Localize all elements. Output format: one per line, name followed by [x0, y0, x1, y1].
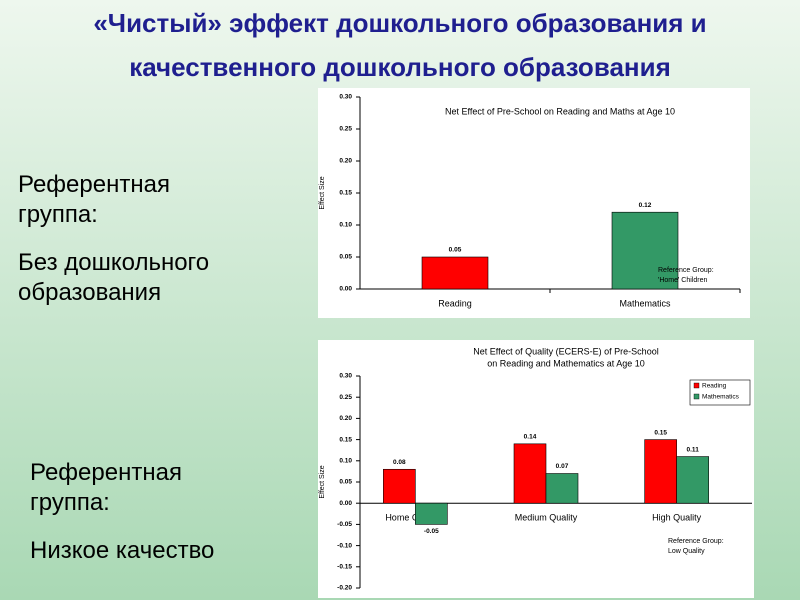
note: Референтная группа: Без дошкольного обра…: [18, 170, 218, 326]
y-tick-label: 0.10: [339, 458, 352, 465]
y-axis-label: Effect Size: [319, 465, 326, 498]
annotation: Reference Group:: [658, 267, 714, 274]
legend-label: Mathematics: [702, 394, 740, 401]
y-tick-label: 0.00: [339, 500, 352, 507]
value-label: 0.08: [393, 459, 406, 466]
bar: [611, 211, 679, 290]
legend-label: Reading: [702, 383, 727, 390]
annotation: 'Home' Children: [658, 277, 707, 284]
slide-title: «Чистый» эффект дошкольного образования …: [93, 8, 707, 38]
y-tick-label: 0.10: [339, 222, 352, 229]
note-label: Референтная группа:: [18, 171, 170, 228]
y-tick-label: -0.15: [337, 564, 352, 571]
annotation: Low Quality: [668, 548, 705, 555]
value-label: 0.05: [449, 247, 462, 254]
x-tick-label: High Quality: [652, 513, 702, 523]
value-label: 0.14: [524, 434, 537, 441]
note-value: Без дошкольного образования: [18, 249, 210, 306]
bar: [383, 468, 416, 504]
y-tick-label: -0.05: [337, 521, 352, 528]
legend-swatch: [693, 393, 700, 400]
y-tick-label: 0.30: [339, 94, 352, 101]
x-tick-label: Medium Quality: [515, 513, 578, 523]
value-label: 0.15: [654, 429, 667, 436]
value-label: 0.07: [556, 463, 569, 470]
bar: [676, 456, 709, 504]
bar: [421, 256, 489, 290]
annotation: Reference Group:: [668, 538, 724, 545]
slide-title: качественного дошкольного образования: [129, 52, 671, 82]
y-tick-label: 0.20: [339, 158, 352, 165]
note: Референтная группа: Низкое качество: [30, 458, 230, 584]
x-tick-label: Mathematics: [619, 298, 671, 308]
value-label: 0.11: [687, 446, 700, 453]
bar: [415, 502, 448, 525]
y-axis-label: Effect Size: [319, 176, 326, 209]
x-tick-label: Reading: [438, 298, 472, 308]
value-label: 0.12: [639, 202, 652, 209]
chart-title: Net Effect of Pre-School on Reading and …: [445, 106, 675, 116]
note-value: Низкое качество: [30, 537, 215, 564]
y-tick-label: -0.20: [337, 585, 352, 592]
y-tick-label: 0.00: [339, 286, 352, 293]
note-label: Референтная группа:: [30, 459, 182, 516]
value-label: -0.05: [424, 528, 439, 535]
bar: [513, 443, 547, 504]
y-tick-label: 0.30: [339, 373, 352, 380]
y-tick-label: 0.20: [339, 415, 352, 422]
legend-box: [689, 379, 751, 406]
y-tick-label: 0.25: [339, 394, 352, 401]
y-tick-label: 0.25: [339, 126, 352, 133]
chart-title: Net Effect of Quality (ECERS-E) of Pre-S…: [473, 346, 658, 356]
bar: [644, 439, 677, 504]
legend-swatch: [693, 382, 700, 389]
y-tick-label: 0.15: [339, 436, 352, 443]
y-tick-label: -0.10: [337, 542, 352, 549]
bar: [545, 473, 579, 504]
y-tick-label: 0.05: [339, 254, 352, 261]
y-tick-label: 0.05: [339, 479, 352, 486]
y-tick-label: 0.15: [339, 190, 352, 197]
chart-title: on Reading and Mathematics at Age 10: [487, 358, 645, 368]
